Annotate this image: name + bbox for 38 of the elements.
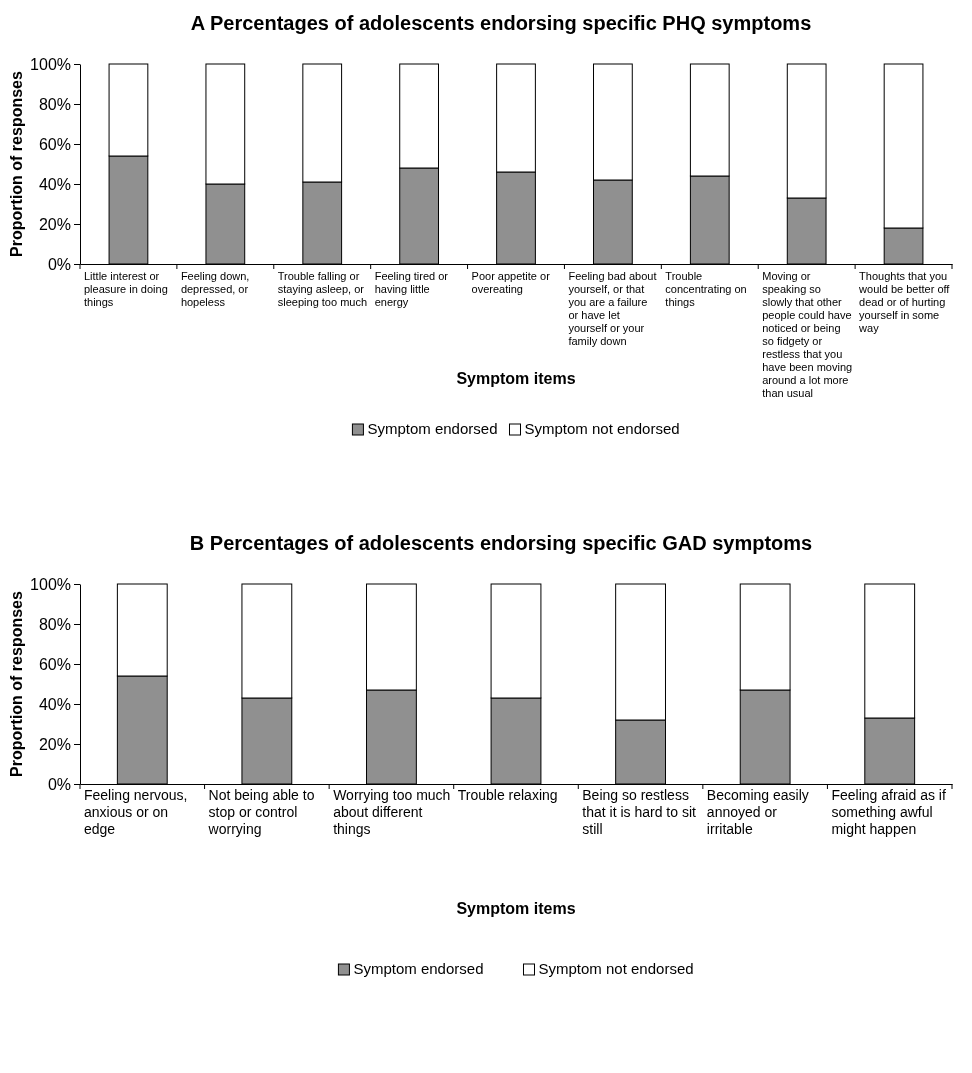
category-label: Moving or speaking so slowly that other people could have noticed or being so fidgety or restless that you have been moving around a lot more than usual (762, 270, 853, 399)
x-tick-label: Feeling nervous, anxious or on edge (84, 787, 188, 837)
x-tick-label: Worrying too much about different things (333, 787, 451, 837)
x-tick-label: Trouble relaxing (457, 787, 558, 803)
y-tick-label: 40% (38, 175, 71, 193)
y-tick-label: 100% (30, 55, 71, 73)
legend-label: Symptom not endorsed (538, 960, 694, 977)
x-tick-label: Feeling afraid as if something awful might happen (831, 787, 946, 837)
y-tick-label: 0% (47, 775, 71, 793)
y-tick-label: 80% (38, 95, 71, 113)
y-axis-title: Proportion of responses (8, 591, 25, 777)
y-tick-label: 20% (38, 735, 71, 753)
x-tick-label: Thoughts that you would be better off dead or of hurting yourself in some way (858, 270, 951, 334)
x-tick-label: Not being able to stop or control worrying (207, 787, 315, 837)
x-tick-label: Feeling tired or having little energy (374, 270, 449, 308)
y-tick-label: 80% (38, 615, 71, 633)
legend-label: Symptom endorsed (353, 960, 484, 977)
y-tick-label: 40% (38, 695, 71, 713)
legend-label: Symptom not endorsed (524, 420, 680, 437)
y-tick-label: 60% (38, 655, 71, 673)
legend-label: Symptom endorsed (367, 420, 498, 437)
y-tick-label: 60% (38, 135, 71, 153)
chart-title: A Percentages of adolescents endorsing specific PHQ symptoms (190, 12, 812, 34)
x-axis-title: Symptom items (456, 370, 576, 387)
x-tick-label: Trouble falling or staying asleep, or sleeping too much (277, 270, 368, 308)
y-tick-label: 20% (38, 215, 71, 233)
x-tick-label: Becoming easily annoyed or irritable (706, 787, 809, 837)
x-tick-label: Feeling bad about yourself, or that you are a failure or have let yourself or your family down (568, 270, 657, 347)
y-tick-label: 100% (30, 575, 71, 593)
x-axis-title: Symptom items (456, 900, 576, 917)
x-tick-label: Being so restless that it is hard to sit still (582, 787, 696, 837)
y-axis-title: Proportion of responses (8, 71, 25, 257)
y-tick-label: 0% (47, 255, 71, 273)
x-tick-label: Poor appetite or overeating (471, 270, 551, 295)
x-tick-label: Feeling down, depressed, or hopeless (180, 270, 250, 308)
x-tick-label: Trouble concentrating on things (665, 270, 747, 308)
x-tick-label: Little interest or pleasure in doing things (84, 270, 168, 308)
chart-title: B Percentages of adolescents endorsing specific GAD symptoms (189, 532, 813, 554)
